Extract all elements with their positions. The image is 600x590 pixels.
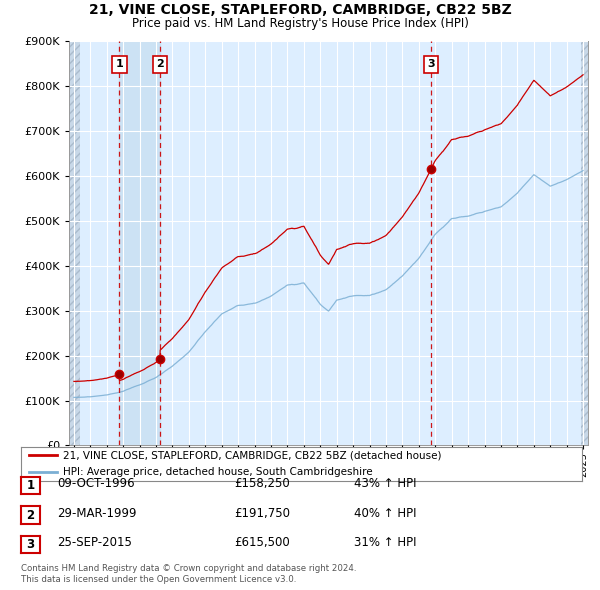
Text: £191,750: £191,750: [234, 507, 290, 520]
Text: 3: 3: [26, 538, 35, 551]
Bar: [69, 41, 80, 445]
Text: 40% ↑ HPI: 40% ↑ HPI: [354, 507, 416, 520]
Text: Contains HM Land Registry data © Crown copyright and database right 2024.: Contains HM Land Registry data © Crown c…: [21, 565, 356, 573]
Text: 21, VINE CLOSE, STAPLEFORD, CAMBRIDGE, CB22 5BZ: 21, VINE CLOSE, STAPLEFORD, CAMBRIDGE, C…: [89, 3, 511, 17]
Bar: [119, 41, 160, 445]
Text: 29-MAR-1999: 29-MAR-1999: [57, 507, 137, 520]
Text: 3: 3: [427, 60, 434, 70]
Text: 1: 1: [116, 60, 123, 70]
Text: 2: 2: [156, 60, 164, 70]
Text: £615,500: £615,500: [234, 536, 290, 549]
Text: 09-OCT-1996: 09-OCT-1996: [57, 477, 134, 490]
Text: 2: 2: [26, 509, 35, 522]
Text: £158,250: £158,250: [234, 477, 290, 490]
Text: 43% ↑ HPI: 43% ↑ HPI: [354, 477, 416, 490]
Text: Price paid vs. HM Land Registry's House Price Index (HPI): Price paid vs. HM Land Registry's House …: [131, 17, 469, 30]
Bar: [581, 41, 588, 445]
Text: 1: 1: [26, 479, 35, 492]
Text: This data is licensed under the Open Government Licence v3.0.: This data is licensed under the Open Gov…: [21, 575, 296, 584]
Text: 31% ↑ HPI: 31% ↑ HPI: [354, 536, 416, 549]
Text: HPI: Average price, detached house, South Cambridgeshire: HPI: Average price, detached house, Sout…: [63, 467, 373, 477]
Text: 25-SEP-2015: 25-SEP-2015: [57, 536, 132, 549]
Text: 21, VINE CLOSE, STAPLEFORD, CAMBRIDGE, CB22 5BZ (detached house): 21, VINE CLOSE, STAPLEFORD, CAMBRIDGE, C…: [63, 450, 442, 460]
